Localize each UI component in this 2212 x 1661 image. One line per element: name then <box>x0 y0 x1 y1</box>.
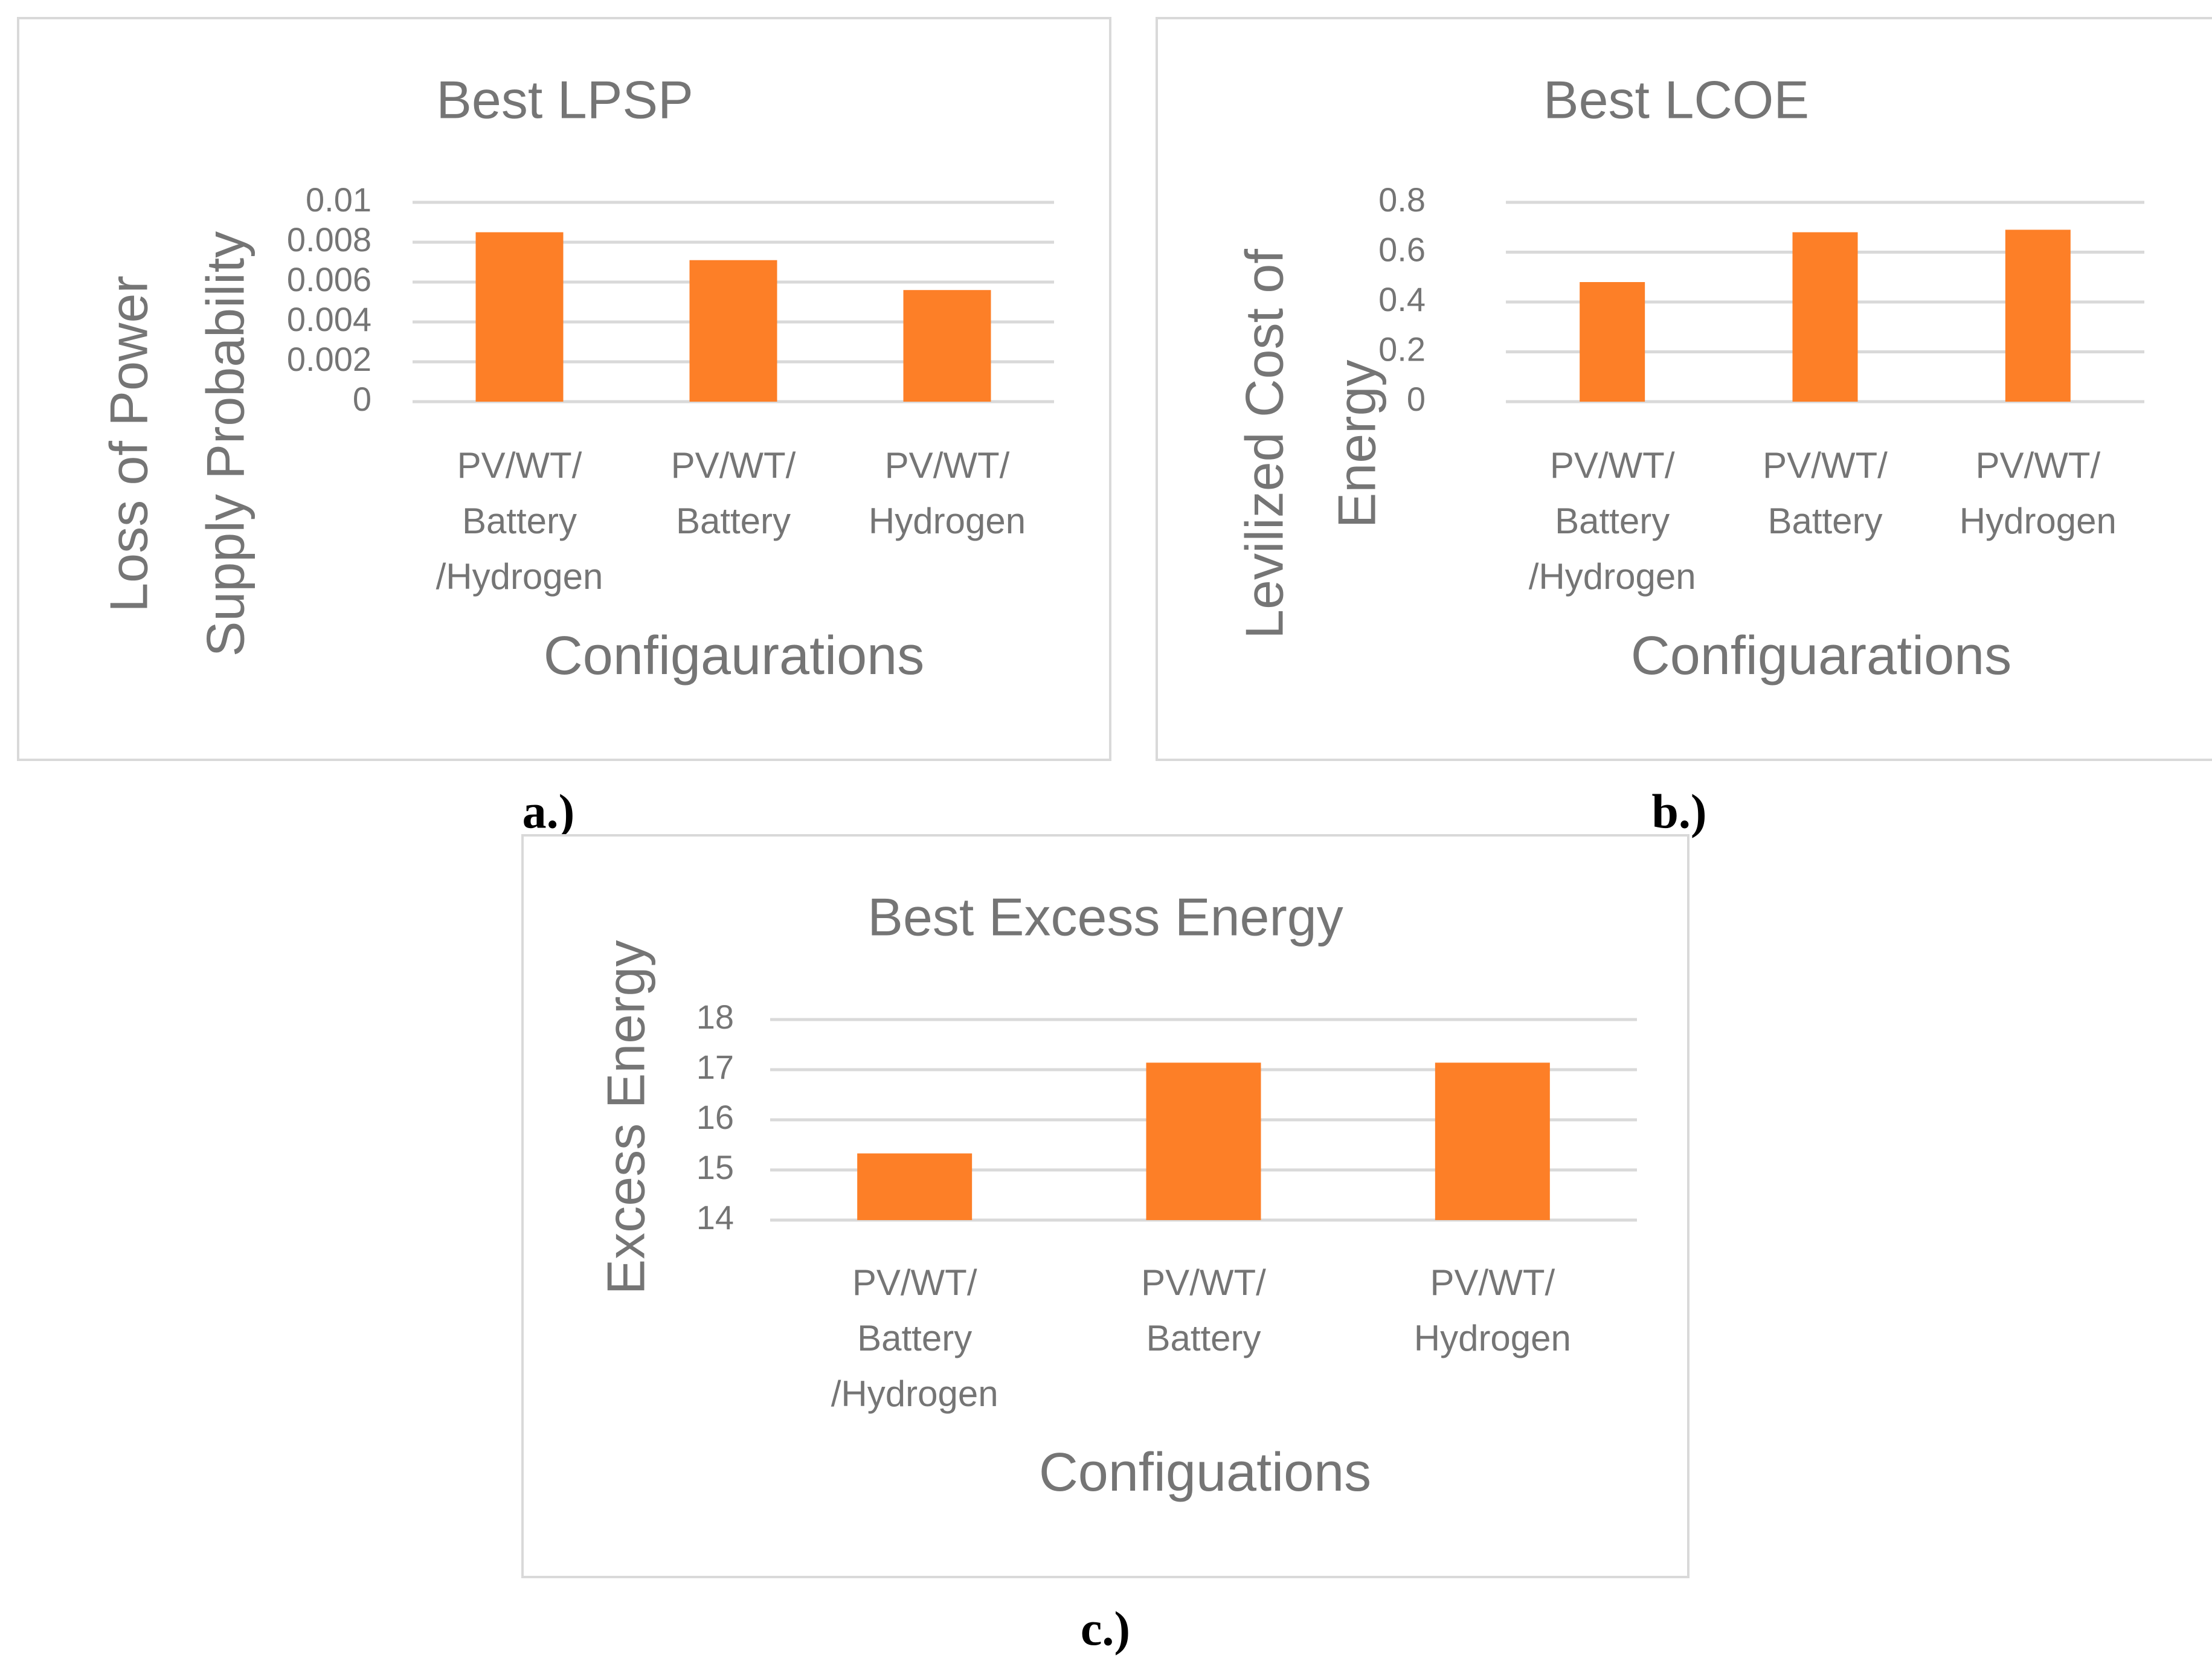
chart-title: Best LPSP <box>436 69 693 129</box>
y-tick-label: 16 <box>696 1098 734 1136</box>
bar <box>475 232 564 402</box>
category-label: Battery <box>1555 501 1670 541</box>
y-axis-title: Levilized Cost of <box>1234 249 1294 639</box>
bar <box>1146 1062 1261 1220</box>
y-tick-label: 17 <box>696 1048 734 1086</box>
category-label: PV/WT/ <box>671 445 796 486</box>
panel-caption: b.) <box>1651 785 1706 838</box>
category-label: PV/WT/ <box>1763 445 1888 486</box>
y-tick-label: 18 <box>696 998 734 1036</box>
y-tick-label: 0 <box>353 380 371 418</box>
y-tick-label: 0.002 <box>287 340 371 378</box>
bar <box>2005 230 2071 402</box>
y-tick-label: 14 <box>696 1198 734 1236</box>
category-label: Battery <box>857 1318 972 1358</box>
panel-caption: c.) <box>1081 1602 1130 1656</box>
category-label: Battery <box>1767 501 1882 541</box>
y-tick-label: 0.008 <box>287 220 371 259</box>
category-label: /Hydrogen <box>831 1373 998 1414</box>
y-tick-label: 0.2 <box>1378 330 1426 368</box>
category-label: PV/WT/ <box>1550 445 1675 486</box>
bar <box>689 260 777 402</box>
panel-caption: a.) <box>522 785 575 838</box>
bar <box>1580 282 1645 402</box>
chart-title: Best LCOE <box>1543 69 1809 129</box>
bar <box>857 1153 973 1220</box>
y-tick-label: 0 <box>1407 380 1426 418</box>
y-tick-label: 0.01 <box>306 181 371 219</box>
y-tick-label: 0.004 <box>287 300 371 338</box>
y-axis-title: Excess Energy <box>596 940 655 1295</box>
x-axis-title: Configaurations <box>544 626 924 686</box>
category-label: PV/WT/ <box>1430 1262 1555 1303</box>
bar <box>1792 232 1858 402</box>
category-label: PV/WT/ <box>852 1262 977 1303</box>
category-label: /Hydrogen <box>1529 556 1696 597</box>
category-label: PV/WT/ <box>885 445 1010 486</box>
x-axis-title: Configuations <box>1039 1442 1371 1503</box>
category-label: Hydrogen <box>1414 1318 1571 1358</box>
y-axis-title: Supply Probability <box>195 231 255 657</box>
y-tick-label: 0.4 <box>1378 280 1426 318</box>
category-label: PV/WT/ <box>1141 1262 1266 1303</box>
bar <box>903 290 991 402</box>
y-axis-title: Loss of Power <box>98 275 158 612</box>
category-label: Battery <box>1146 1318 1261 1358</box>
y-tick-label: 0.8 <box>1378 181 1426 219</box>
chart-2: Best LCOE 0 0.2 0.4 0.6 0.8 PV/WT/Battery/Hydr… <box>1156 17 2212 838</box>
chart-3: Best Excess Energy 14 15 16 17 18 PV/WT/Batter… <box>521 834 1690 1656</box>
y-axis-title: Energy <box>1326 360 1386 528</box>
x-axis-title: Configuarations <box>1631 626 2011 686</box>
bar <box>1435 1062 1550 1220</box>
category-label: Battery <box>676 501 791 541</box>
y-tick-label: 0.6 <box>1378 230 1426 268</box>
y-tick-label: 0.006 <box>287 260 371 298</box>
category-label: PV/WT/ <box>1975 445 2100 486</box>
category-label: Battery <box>462 501 577 541</box>
chart-title: Best Excess Energy <box>867 887 1343 946</box>
category-label: /Hydrogen <box>436 556 603 597</box>
y-tick-label: 15 <box>696 1148 734 1186</box>
category-label: Hydrogen <box>869 501 1026 541</box>
category-label: PV/WT/ <box>457 445 582 486</box>
category-label: Hydrogen <box>1960 501 2117 541</box>
